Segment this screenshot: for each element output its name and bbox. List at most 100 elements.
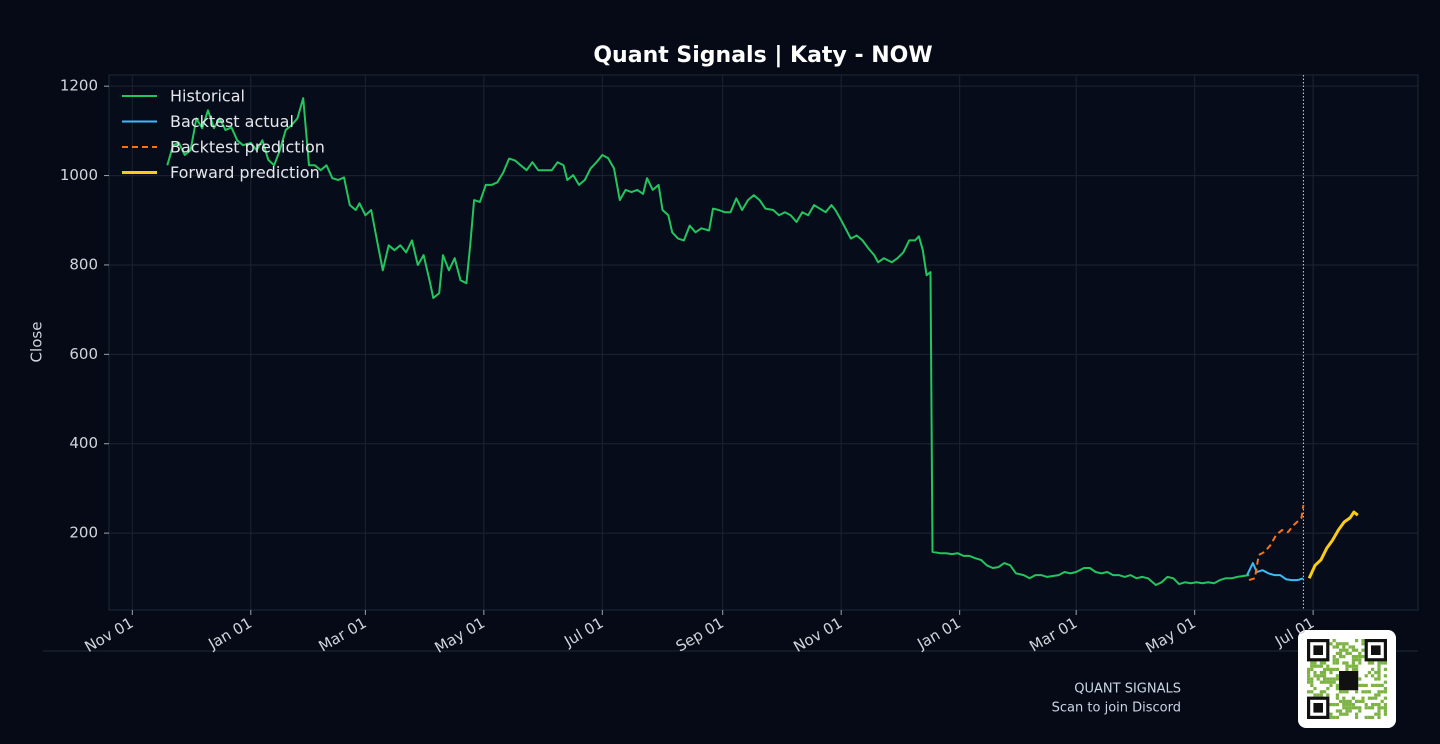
qr-cell <box>1323 680 1327 684</box>
qr-cell <box>1335 658 1339 662</box>
qr-cell <box>1367 715 1371 719</box>
qr-cell <box>1335 661 1339 665</box>
qr-cell <box>1345 664 1349 668</box>
qr-cell <box>1351 661 1355 665</box>
qr-cell <box>1319 661 1323 665</box>
qr-cell <box>1326 664 1330 668</box>
qr-cell <box>1367 671 1371 675</box>
qr-cell <box>1339 690 1343 694</box>
qr-cell <box>1313 674 1317 678</box>
qr-cell <box>1335 696 1339 700</box>
qr-cell <box>1371 661 1375 665</box>
qr-cell <box>1374 671 1378 675</box>
qr-cell <box>1351 645 1355 649</box>
qr-cell <box>1323 671 1327 675</box>
qr-cell <box>1351 703 1355 707</box>
qr-cell <box>1371 683 1375 687</box>
qr-cell <box>1377 712 1381 716</box>
qr-cell <box>1377 709 1381 713</box>
qr-cell <box>1307 674 1311 678</box>
qr-cell <box>1358 709 1362 713</box>
qr-cell <box>1348 709 1352 713</box>
plot-area <box>108 74 1419 611</box>
qr-cell <box>1380 661 1384 665</box>
qr-logo <box>1339 671 1359 691</box>
qr-cell <box>1310 664 1314 668</box>
qr-cell <box>1371 715 1375 719</box>
qr-cell <box>1377 664 1381 668</box>
qr-cell <box>1335 703 1339 707</box>
qr-cell <box>1310 667 1314 671</box>
qr-cell <box>1342 699 1346 703</box>
qr-cell <box>1361 683 1365 687</box>
qr-cell <box>1332 639 1336 643</box>
qr-cell <box>1351 658 1355 662</box>
qr-cell <box>1355 658 1359 662</box>
qr-cell <box>1332 677 1336 681</box>
series-line <box>166 97 1250 586</box>
qr-cell <box>1342 661 1346 665</box>
qr-cell <box>1329 671 1333 675</box>
y-tick-label: 1000 <box>60 166 98 184</box>
qr-cell <box>1319 690 1323 694</box>
qr-cell <box>1361 696 1365 700</box>
qr-cell <box>1342 703 1346 707</box>
qr-cell <box>1383 709 1387 713</box>
qr-finder <box>1371 645 1381 655</box>
qr-cell <box>1361 690 1365 694</box>
qr-cell <box>1307 671 1311 675</box>
qr-cell <box>1339 651 1343 655</box>
qr-cell <box>1307 680 1311 684</box>
qr-cell <box>1361 642 1365 646</box>
qr-cell <box>1383 661 1387 665</box>
qr-cell <box>1329 642 1333 646</box>
qr-cell <box>1329 680 1333 684</box>
qr-cell <box>1355 690 1359 694</box>
qr-cell <box>1374 693 1378 697</box>
qr-cell <box>1313 661 1317 665</box>
qr-cell <box>1316 693 1320 697</box>
qr-cell <box>1345 699 1349 703</box>
legend-label: Backtest prediction <box>170 138 325 157</box>
y-axis-label: Close <box>28 322 46 363</box>
qr-cell <box>1351 706 1355 710</box>
qr-cell <box>1380 699 1384 703</box>
qr-cell <box>1342 648 1346 652</box>
qr-cell <box>1345 703 1349 707</box>
qr-cell <box>1316 674 1320 678</box>
qr-cell <box>1367 696 1371 700</box>
qr-cell <box>1377 661 1381 665</box>
qr-cell <box>1374 677 1378 681</box>
qr-cell <box>1307 667 1311 671</box>
qr-cell <box>1323 674 1327 678</box>
qr-cell <box>1355 664 1359 668</box>
qr-cell <box>1335 709 1339 713</box>
qr-cell <box>1335 687 1339 691</box>
qr-cell <box>1377 693 1381 697</box>
qr-cell <box>1332 680 1336 684</box>
qr-cell <box>1335 677 1339 681</box>
qr-cell <box>1374 683 1378 687</box>
qr-cell <box>1345 712 1349 716</box>
qr-cell <box>1351 696 1355 700</box>
qr-cell <box>1335 715 1339 719</box>
qr-cell <box>1326 677 1330 681</box>
qr-cell <box>1383 674 1387 678</box>
qr-cell <box>1364 703 1368 707</box>
qr-cell <box>1339 648 1343 652</box>
qr-cell <box>1364 674 1368 678</box>
qr-cell <box>1313 664 1317 668</box>
qr-cell <box>1323 677 1327 681</box>
qr-cell <box>1351 664 1355 668</box>
qr-cell <box>1371 674 1375 678</box>
qr-cell <box>1377 667 1381 671</box>
qr-cell <box>1345 661 1349 665</box>
qr-cell <box>1355 667 1359 671</box>
qr-cell <box>1348 664 1352 668</box>
qr-cell <box>1383 680 1387 684</box>
series-line <box>1307 510 1359 579</box>
qr-cell <box>1361 699 1365 703</box>
qr-cell <box>1335 667 1339 671</box>
qr-cell <box>1323 661 1327 665</box>
qr-cell <box>1313 687 1317 691</box>
